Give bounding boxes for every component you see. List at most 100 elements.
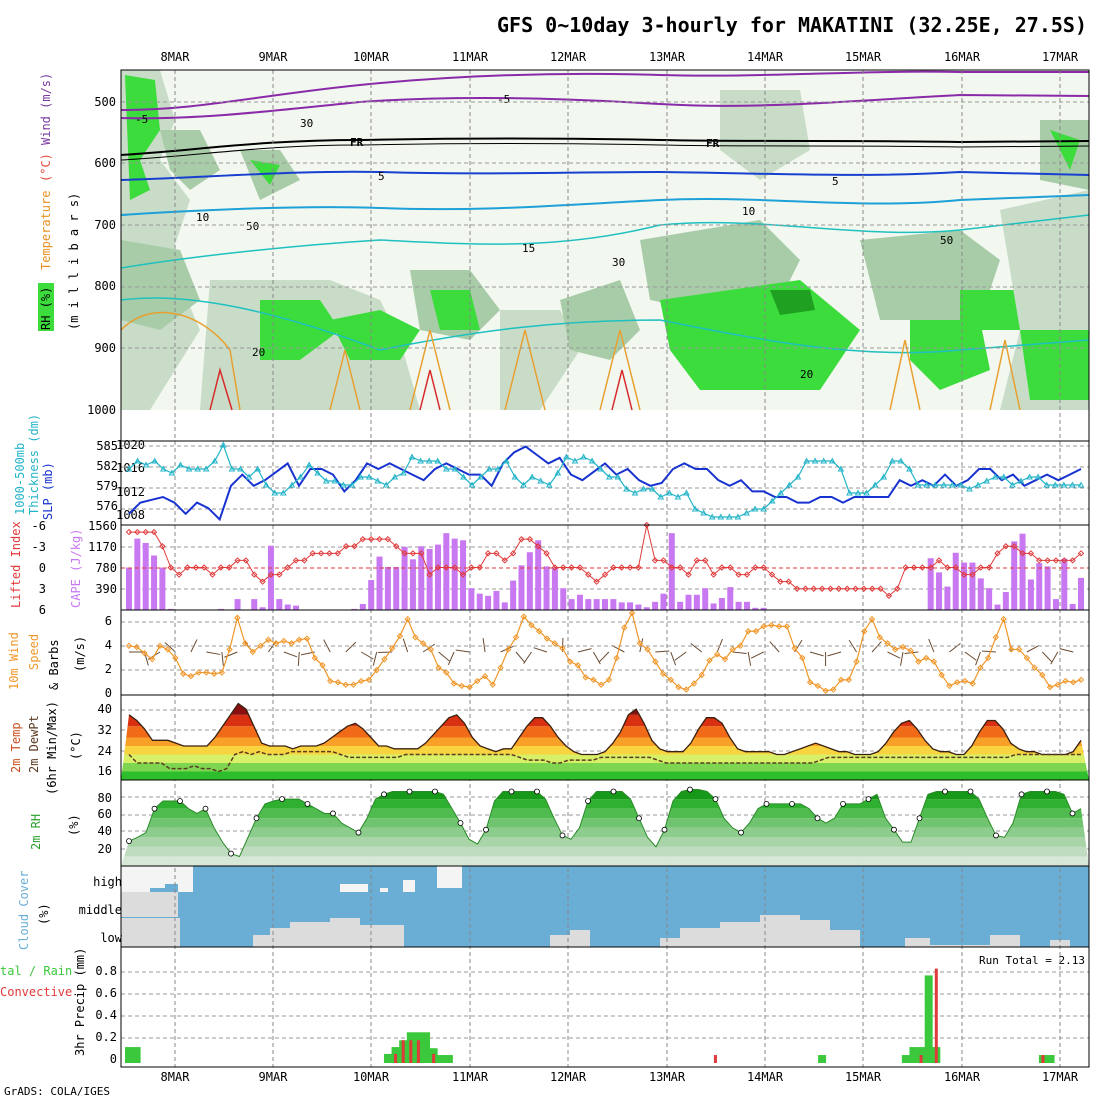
cape-bar [259,607,266,610]
cape-tick: 1560 [88,519,117,533]
lifted-index-point [276,571,283,578]
temp-line [128,702,1082,756]
thickness-point [897,457,905,464]
cape-bar [1019,533,1026,610]
thickness-point [451,465,459,472]
wind-speed-point [938,671,945,679]
thickness-point [511,473,519,480]
wind-barb [598,651,610,663]
upper-air-label-temp-unit: (°C) [39,153,53,182]
x-tick-bottom: 8MAR [161,1070,191,1084]
rh-point [253,815,260,822]
cape-bar [501,602,508,610]
thickness-point [888,457,896,464]
thickness-point [254,465,261,472]
wind-barb [674,651,687,661]
thickness-line [128,443,1081,518]
wind-speed-point [652,658,659,665]
lifted-index-point [760,564,767,571]
cape-bar [267,545,274,610]
thickness-point [477,473,484,480]
wind-speed-point [675,683,682,691]
lifted-index-point [184,564,191,571]
wind-barb [928,638,935,653]
cape-bar [451,538,458,610]
rh-band [121,856,1089,866]
thickness-point [374,477,382,484]
wind-speed-point [1046,683,1054,691]
wind-speed-point [203,669,210,676]
wind-speed-point [822,687,829,694]
wind-speed-point [1039,671,1046,679]
wind-speed-point [412,634,419,641]
cape-bar [576,594,583,610]
lifted-index-point [985,564,993,571]
y-tick: 500 [94,95,116,109]
rh-point [508,788,515,795]
cape-bar [543,566,550,610]
rh-point [534,788,540,795]
rh-point [636,815,642,822]
precip-total-bar [437,1055,446,1063]
lifted-index-point [626,564,634,571]
thickness-point [614,473,622,480]
wind-speed-point [961,677,969,685]
wind-speed-point [288,640,295,647]
cape-bar [627,602,634,610]
lifted-index-point [710,571,717,578]
lifted-index-point [877,585,884,592]
thickness-point [305,461,313,468]
temp-tick: 32 [98,723,112,737]
y-tick: 1000 [87,403,116,417]
thickness-point [391,473,399,480]
lifted-index-point [977,564,984,571]
thickness-point [794,473,802,480]
cape-bar [560,588,567,610]
x-tick-top: 11MAR [452,50,489,64]
slp-tick: 1012 [116,485,145,499]
thickness-point [563,453,570,460]
precip-tick: 0 [110,1052,117,1066]
precip-label: 3hr Precip (mm) [73,948,87,1056]
cape-bar [468,588,475,610]
dewpt-label: 2m DewPt [27,715,41,773]
contour-label: 5 [378,170,385,183]
wind-barb [769,641,780,653]
cape-bar [685,594,692,610]
wind-speed-point [226,646,233,653]
lifted-index-point [309,550,316,557]
rh-point [432,788,438,795]
lifted-index-point [418,550,425,557]
cape-bar [610,599,617,610]
lifted-index-point [651,557,659,564]
thickness-point [674,493,682,500]
wind-speed-point [234,614,241,622]
wind-barb [871,641,882,653]
lifted-index-point [1077,550,1085,557]
thickness-point [408,453,416,460]
minmax-label: (6hr Min/Max) [45,701,59,795]
x-tick-bottom: 13MAR [649,1070,686,1084]
wind-speed-point [853,658,860,665]
x-tick-bottom: 12MAR [550,1070,587,1084]
thickness-point [966,485,973,492]
rh-point [610,788,617,795]
temp-panel: 40 32 24 16 2m Temp 2m DewPt (6hr Min/Ma… [9,701,112,795]
precip-total-bar [901,1055,910,1063]
wind-speed-point [311,654,318,662]
lifted-index-point [384,535,392,543]
thickness-point [949,481,956,488]
rh-point [126,838,132,845]
precip-total-bar [125,1047,133,1063]
wind-speed-point [149,655,156,663]
wind-speed-point [296,636,303,643]
slp-label-thickness-a: 1000-500mb [13,443,27,515]
cape-bar [426,548,433,610]
wind-speed-point [683,686,690,693]
lifted-index-line [129,524,1082,597]
wind-speed-point [737,642,744,650]
thickness-point [726,513,733,520]
rh-point [355,829,362,836]
contour-label: -5 [135,113,148,126]
thickness-point [983,477,991,484]
